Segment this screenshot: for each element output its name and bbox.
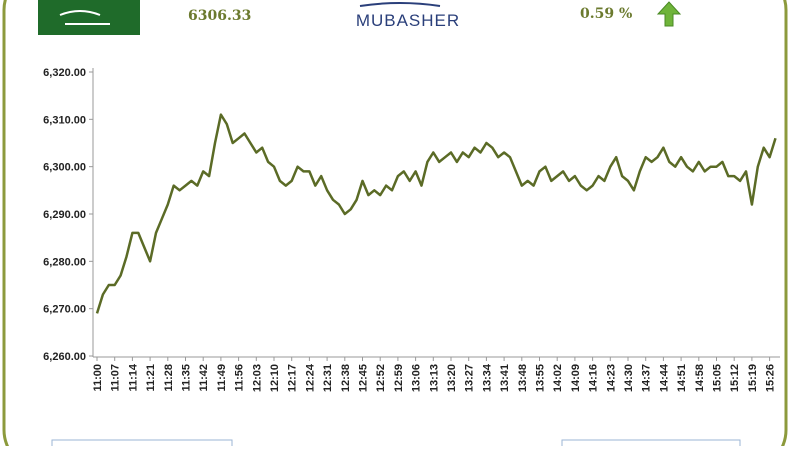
x-tick-label: 11:56 <box>234 364 246 392</box>
x-tick-label: 12:31 <box>322 364 334 392</box>
x-tick-label: 14:58 <box>694 364 706 392</box>
logo: MUBASHER <box>356 11 460 30</box>
y-tick-label: 6,260.00 <box>43 351 86 363</box>
flag <box>38 0 140 35</box>
x-tick-label: 11:07 <box>110 364 122 392</box>
change-value: 0.59 % <box>580 6 632 22</box>
x-tick-label: 12:24 <box>304 363 316 392</box>
bottom-box <box>561 439 741 450</box>
x-tick-label: 14:44 <box>658 363 670 392</box>
x-tick-label: 12:10 <box>269 364 281 392</box>
x-tick-label: 11:28 <box>163 364 175 392</box>
y-tick-label: 6,270.00 <box>43 304 86 316</box>
x-tick-label: 12:59 <box>393 364 405 392</box>
x-tick-label: 14:51 <box>676 364 688 392</box>
x-tick-label: 15:26 <box>765 364 777 392</box>
x-tick-label: 12:03 <box>251 364 263 392</box>
flag-emblem <box>59 10 110 25</box>
x-tick-label: 14:30 <box>623 364 635 392</box>
x-tick-label: 14:09 <box>570 364 582 392</box>
x-tick-label: 13:41 <box>499 364 511 392</box>
logo-mark <box>359 2 441 7</box>
x-tick-label: 11:49 <box>216 364 228 392</box>
y-tick-label: 6,310.00 <box>43 114 86 126</box>
x-tick-label: 11:21 <box>145 364 157 392</box>
price-line <box>95 113 777 314</box>
bottom-box <box>51 439 233 450</box>
x-tick-label: 15:19 <box>747 364 759 392</box>
x-tick-label: 14:37 <box>641 364 653 392</box>
x-tick-label: 12:17 <box>287 364 299 392</box>
up-arrow <box>656 1 682 27</box>
x-tick-label: 13:06 <box>411 364 423 392</box>
x-tick-label: 15:12 <box>729 364 741 392</box>
x-tick-label: 13:55 <box>535 364 547 392</box>
x-tick-label: 12:45 <box>358 364 370 392</box>
y-tick-label: 6,280.00 <box>43 256 86 268</box>
x-tick-label: 12:38 <box>340 364 352 392</box>
y-tick-label: 6,290.00 <box>43 209 86 221</box>
x-tick-label: 12:52 <box>375 364 387 392</box>
x-tick-label: 14:23 <box>605 364 617 392</box>
x-tick-label: 15:05 <box>712 364 724 392</box>
x-tick-label: 13:13 <box>428 364 440 392</box>
x-tick-label: 11:42 <box>198 364 210 392</box>
y-tick-label: 6,300.00 <box>43 162 86 174</box>
x-tick-label: 14:02 <box>552 364 564 392</box>
y-tick-label: 6,320.00 <box>43 67 86 79</box>
x-tick-label: 13:27 <box>464 364 476 392</box>
x-tick-label: 11:35 <box>181 364 193 392</box>
index-value: 6306.33 <box>188 8 251 24</box>
x-tick-label: 11:00 <box>92 364 104 392</box>
x-tick-label: 13:34 <box>481 363 493 392</box>
x-tick-label: 14:16 <box>588 364 600 392</box>
x-tick-label: 13:20 <box>446 364 458 392</box>
x-tick-label: 13:48 <box>517 364 529 392</box>
x-tick-label: 11:14 <box>127 363 139 391</box>
